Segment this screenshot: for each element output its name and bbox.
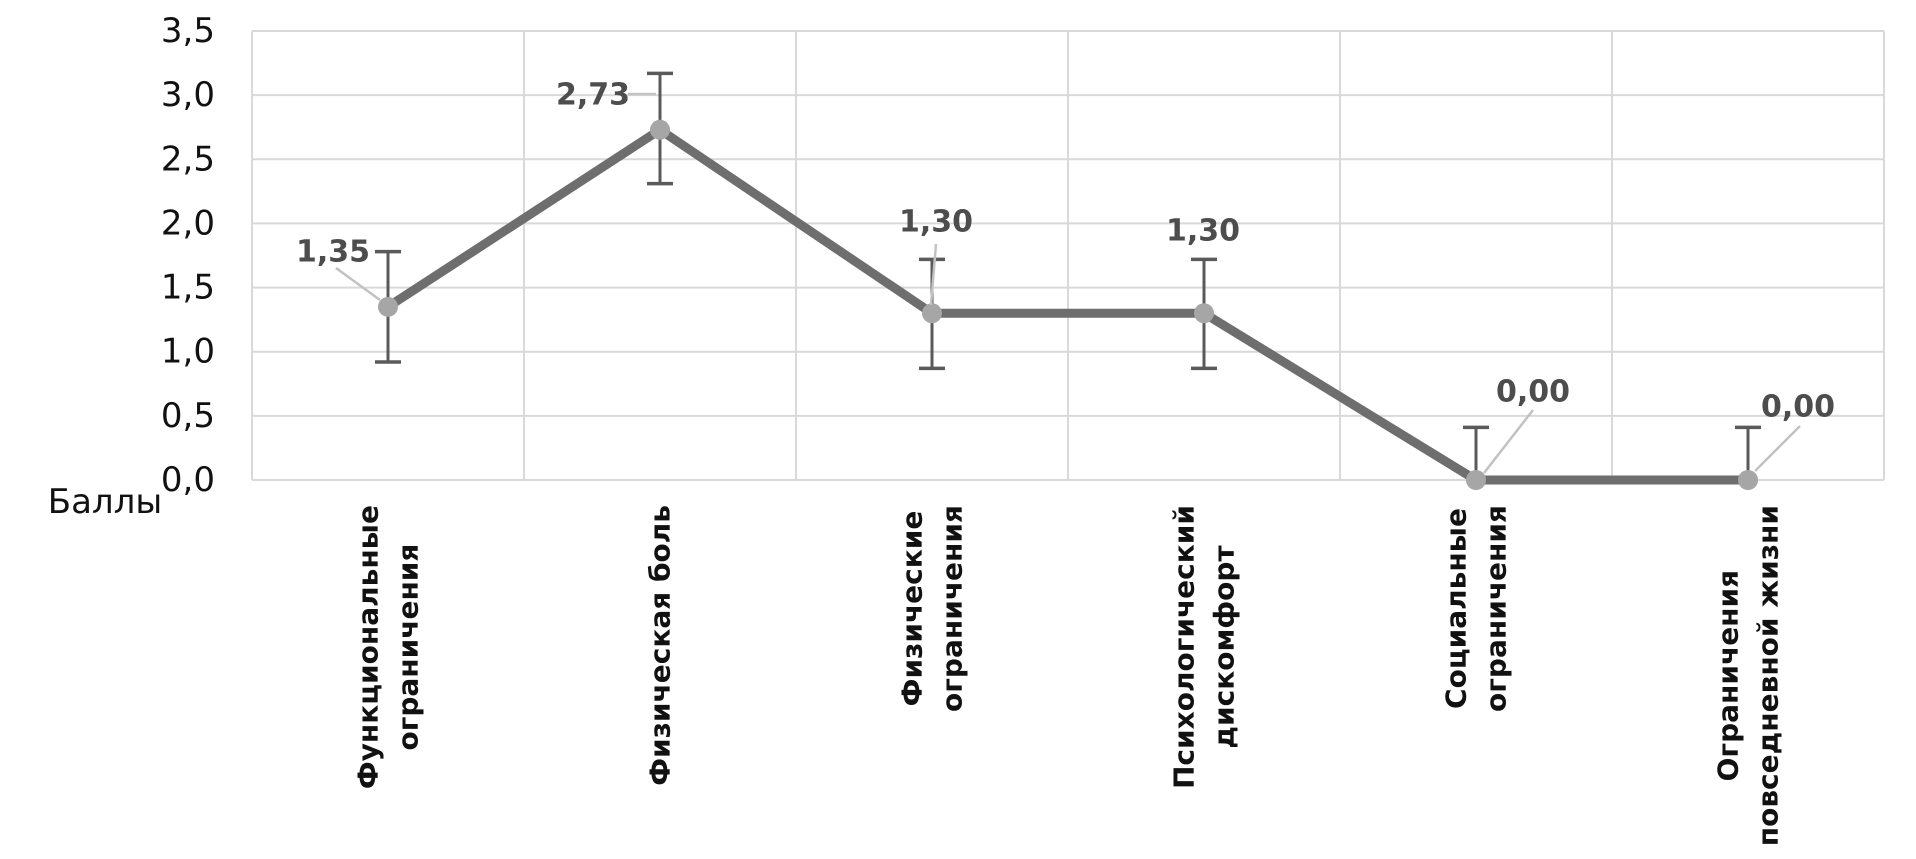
x-category-label-line: Ограничения <box>1712 570 1745 782</box>
y-tick-label: 3,0 <box>161 75 215 115</box>
data-label: 1,30 <box>899 205 973 240</box>
data-label-leader-line <box>929 243 938 306</box>
data-label: 0,00 <box>1496 375 1570 410</box>
data-label-leader-line <box>335 266 381 302</box>
x-category-label-line: ограничения <box>1480 505 1513 712</box>
y-tick-label: 1,0 <box>161 332 215 372</box>
x-category-label-line: повседневной жизни <box>1752 505 1785 846</box>
x-category-label-line: дискомфорт <box>1208 545 1241 749</box>
data-label-leader-line <box>1754 425 1801 472</box>
x-category-label: Физическая боль <box>644 505 677 786</box>
y-tick-label: 0,0 <box>161 460 215 500</box>
data-label: 1,30 <box>1166 214 1240 249</box>
data-point-markers <box>378 119 1758 490</box>
gridlines <box>251 30 1885 481</box>
x-category-label: Психологический дискомфорт <box>1168 505 1241 789</box>
data-label: 0,00 <box>1761 390 1835 425</box>
y-tick-label: 0,5 <box>161 396 215 436</box>
y-tick-label: 2,0 <box>161 203 215 243</box>
data-point-marker <box>1194 303 1214 324</box>
y-axis-title: Баллы <box>47 482 163 522</box>
y-tick-label: 2,5 <box>161 139 215 179</box>
data-label-leader-line <box>1483 409 1534 474</box>
x-category-label-line: Физические <box>896 511 929 707</box>
leader-lines <box>335 92 1801 474</box>
x-category-label: Социальные ограничения <box>1440 505 1513 712</box>
x-category-labels: Функциональные ограничения Физическая боль… <box>352 505 1785 846</box>
x-category-label-line: ограничения <box>936 505 969 712</box>
x-category-label-line: Психологический <box>1168 505 1201 789</box>
data-point-marker <box>378 296 398 317</box>
x-category-label-line: ограничения <box>392 544 425 751</box>
data-point-marker <box>650 119 670 140</box>
data-label: 2,73 <box>556 78 630 113</box>
x-category-label-line: Функциональные <box>352 505 385 789</box>
x-category-label-line: Физическая боль <box>644 505 677 786</box>
x-category-label: Физические ограничения <box>896 505 969 712</box>
data-point-marker <box>1466 470 1486 490</box>
x-category-label: Функциональные ограничения <box>352 505 425 789</box>
x-category-label: Ограничения повседневной жизни <box>1712 505 1785 846</box>
y-tick-labels: 3,5 3,0 2,5 2,0 1,5 1,0 0,5 0,0 <box>161 11 215 500</box>
data-point-marker <box>922 303 942 324</box>
data-point-marker <box>1738 470 1758 490</box>
series-line <box>383 125 1753 485</box>
y-tick-label: 3,5 <box>161 11 215 51</box>
y-tick-label: 1,5 <box>161 268 215 308</box>
data-label: 1,35 <box>296 235 370 270</box>
x-category-label-line: Социальные <box>1440 508 1473 709</box>
data-labels: 1,35 2,73 1,30 1,30 0,00 0,00 <box>296 78 1835 425</box>
